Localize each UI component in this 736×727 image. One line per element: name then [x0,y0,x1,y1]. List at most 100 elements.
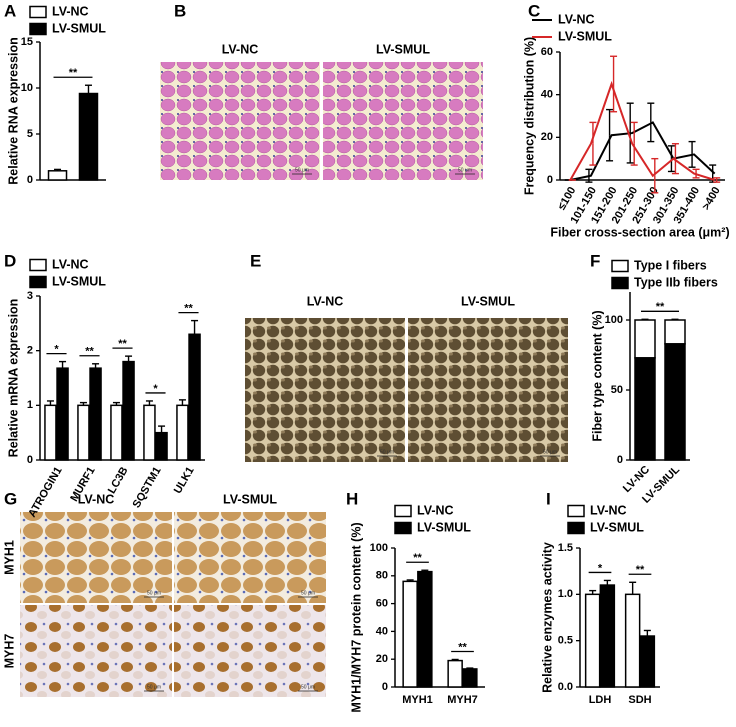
y-tick-label: 0 [27,454,33,466]
scale-label: 50 μm [543,449,557,455]
bar [624,593,641,688]
image-label: LV-SMUL [223,492,277,506]
bar [47,170,68,181]
micrograph [160,62,320,180]
y-tick-label: 100 [370,542,388,554]
y-tick-label: 1 [27,399,33,411]
bar [402,580,418,688]
micrograph [245,318,405,462]
bar [584,593,601,688]
y-tick-label: 60 [376,598,388,610]
legend-swatch [29,275,47,289]
y-tick-label: 2 [27,345,33,357]
y-tick-label: 100 [605,314,623,326]
legend-label: Type IIb fibers [634,275,718,289]
micrograph [323,62,483,180]
panel-letter: H [346,489,358,508]
panel-letter: G [4,489,17,508]
significance-label: ** [69,67,78,79]
legend-label: LV-SMUL [558,29,612,43]
y-tick-label: 20 [376,653,388,665]
micrograph [20,605,172,697]
y-tick-label: 0 [547,174,553,186]
legend-swatch [29,22,47,36]
bar [143,404,156,461]
x-tick-label: MYH7 [447,694,478,706]
x-tick-label: ATROGIN1 [26,465,64,520]
bar-segment [634,357,656,461]
bar [599,584,616,688]
legend-label: LV-NC [558,12,595,26]
y-axis-label: Relative enzymes activity [540,542,554,693]
panel-letter: F [590,251,600,270]
scale-label: 50 μm [301,590,315,596]
micrograph [20,512,172,603]
image-label: LV-SMUL [461,294,515,308]
legend-swatch [611,276,629,290]
scale-label: 50 μm [380,449,394,455]
bar [89,367,102,461]
significance-label: * [153,383,158,395]
legend-label: LV-NC [52,257,89,271]
scale-label: 50 μm [147,590,161,596]
y-axis-label: MYH1/MYH7 protein content (%) [349,522,363,712]
significance-label: * [54,344,59,356]
bar [155,431,168,461]
image-label: LV-SMUL [376,42,430,56]
bar [639,635,656,688]
x-tick-label: LC3B [106,465,131,496]
bar [122,360,135,461]
image-label: LV-NC [307,294,344,308]
image-label: LV-NC [78,492,115,506]
y-tick-label: 60 [541,46,553,58]
panel-letter: B [174,1,186,20]
legend-label: LV-NC [52,4,89,18]
scale-label: 50 μm [147,684,161,690]
y-tick-label: 40 [541,89,553,101]
y-tick-label: 20 [541,131,553,143]
y-axis-label: Relative RNA expression [6,37,20,185]
legend-swatch [29,258,47,272]
significance-label: ** [85,346,94,358]
panel-letter: C [528,1,540,20]
y-tick-label: 0.5 [558,635,573,647]
y-tick-label: 40 [376,625,388,637]
bar [77,404,90,461]
significance-label: ** [636,564,645,576]
y-axis-label: Relative mRNA expression [6,299,20,458]
bar [417,570,433,688]
y-tick-label: 5 [27,128,33,140]
y-tick-label: 1.5 [558,542,573,554]
bar-segment [634,319,656,359]
micrograph [174,605,326,697]
series-line [570,121,716,181]
x-tick-label: SDH [628,694,651,706]
series-line [569,80,715,181]
x-tick-label: MYH1 [402,694,433,706]
significance-label: ** [184,303,193,315]
significance-label: ** [413,552,422,564]
row-label: MYH1 [2,540,16,575]
bar [447,659,463,688]
micrograph [408,318,568,462]
scale-label: 50 μm [295,167,309,173]
legend-label: LV-NC [417,503,454,517]
bar [188,333,201,461]
bar-segment [664,319,686,345]
legend-swatch [394,504,412,518]
panel-letter: I [546,489,551,508]
y-axis-label: Frequency distribution (%) [522,37,536,195]
panel-letter: A [4,1,16,20]
legend-swatch [567,521,585,535]
legend-swatch [394,521,412,535]
x-tick-label: LDH [589,694,612,706]
legend-label: LV-SMUL [417,520,471,534]
scale-label: 50 μm [301,684,315,690]
legend-label: LV-SMUL [52,21,106,35]
y-tick-label: 10 [21,82,33,94]
bar [462,668,478,688]
legend-label: Type I fibers [634,258,707,272]
significance-label: ** [656,301,665,313]
bar [110,404,123,461]
